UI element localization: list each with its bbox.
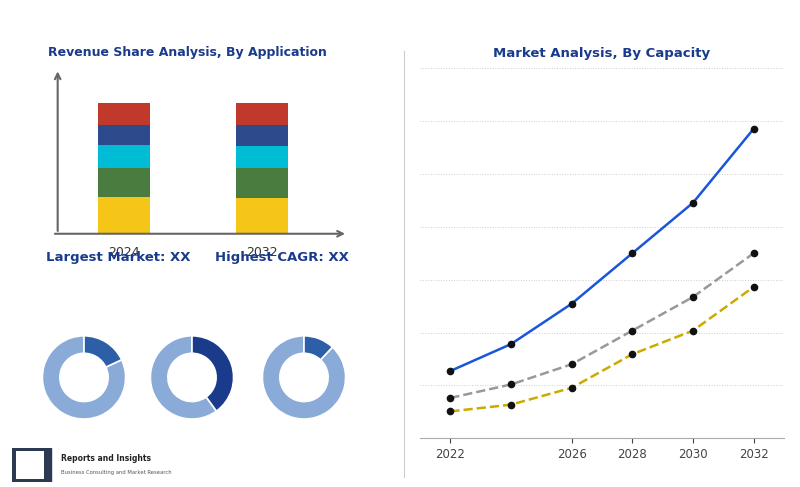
Bar <box>236 103 289 125</box>
<3,000 mAh <box>446 368 455 374</box>
Text: Revenue Share Analysis, By Application: Revenue Share Analysis, By Application <box>48 46 327 59</box>
>10,000 mAh <box>688 328 698 334</box>
3,000-10,000 mAh <box>567 361 577 367</box>
Title: Market Analysis, By Capacity: Market Analysis, By Capacity <box>494 47 710 60</box>
Bar <box>98 103 150 125</box>
Bar <box>236 198 289 234</box>
Line: 3,000-10,000 mAh: 3,000-10,000 mAh <box>447 250 757 401</box>
Wedge shape <box>304 336 333 360</box>
<3,000 mAh <box>506 341 516 347</box>
Wedge shape <box>42 336 126 419</box>
Bar <box>236 125 289 146</box>
>10,000 mAh <box>627 351 637 357</box>
Text: Business Consulting and Market Research: Business Consulting and Market Research <box>62 470 172 475</box>
3,000-10,000 mAh <box>446 395 455 401</box>
>10,000 mAh <box>567 385 577 391</box>
Line: <3,000 mAh: <3,000 mAh <box>447 126 757 374</box>
<3,000 mAh <box>627 250 637 256</box>
Text: 2032: 2032 <box>246 245 278 259</box>
Text: 2024: 2024 <box>108 245 140 259</box>
<3,000 mAh <box>749 126 758 131</box>
Bar <box>98 168 150 197</box>
<3,000 mAh <box>567 301 577 307</box>
Text: GLOBAL SILICONE BATTERY MARKET SEGMENT ANALYSIS: GLOBAL SILICONE BATTERY MARKET SEGMENT A… <box>10 19 433 32</box>
FancyBboxPatch shape <box>12 448 50 482</box>
3,000-10,000 mAh <box>749 250 758 256</box>
Line: >10,000 mAh: >10,000 mAh <box>447 284 757 414</box>
Bar <box>236 146 289 168</box>
3,000-10,000 mAh <box>506 381 516 387</box>
Text: Largest Market: XX: Largest Market: XX <box>46 251 190 264</box>
<3,000 mAh <box>688 200 698 206</box>
>10,000 mAh <box>446 409 455 414</box>
Bar <box>98 125 150 145</box>
Wedge shape <box>192 336 234 411</box>
Text: Highest CAGR: XX: Highest CAGR: XX <box>215 251 349 264</box>
Bar <box>98 145 150 168</box>
Text: Reports and Insights: Reports and Insights <box>62 454 151 464</box>
>10,000 mAh <box>506 402 516 408</box>
Wedge shape <box>84 336 122 367</box>
3,000-10,000 mAh <box>627 328 637 334</box>
Bar <box>236 168 289 198</box>
Wedge shape <box>150 336 217 419</box>
FancyBboxPatch shape <box>15 451 44 479</box>
>10,000 mAh <box>749 284 758 290</box>
3,000-10,000 mAh <box>688 294 698 300</box>
Wedge shape <box>262 336 346 419</box>
Bar <box>98 197 150 234</box>
